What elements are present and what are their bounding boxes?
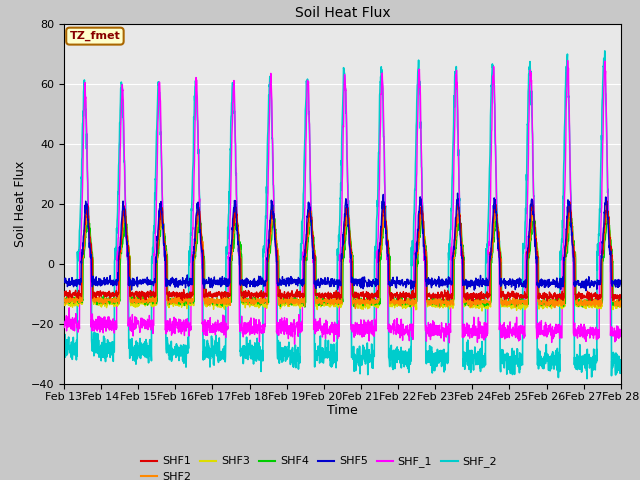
SHF_1 [564, 58, 572, 63]
SHF_1 [584, 328, 591, 334]
SHF3 [568, 230, 576, 236]
SHF5 [371, 280, 378, 286]
Legend: SHF1, SHF2, SHF3, SHF4, SHF5, SHF_1, SHF_2: SHF1, SHF2, SHF3, SHF4, SHF5, SHF_1, SHF… [136, 452, 501, 480]
SHF5 [60, 278, 68, 284]
SHF4 [584, 301, 591, 307]
Text: TZ_fmet: TZ_fmet [70, 31, 120, 41]
Y-axis label: Soil Heat Flux: Soil Heat Flux [13, 161, 27, 247]
SHF3 [504, 300, 512, 306]
SHF5 [454, 190, 461, 196]
Line: SHF4: SHF4 [64, 212, 621, 307]
Title: Soil Heat Flux: Soil Heat Flux [294, 6, 390, 20]
SHF_1 [617, 332, 625, 337]
SHF5 [358, 275, 366, 280]
SHF2 [60, 294, 68, 300]
SHF5 [504, 279, 512, 285]
SHF2 [232, 204, 239, 209]
SHF5 [568, 229, 575, 235]
Line: SHF5: SHF5 [64, 193, 621, 290]
SHF3 [584, 300, 591, 306]
SHF_1 [504, 324, 512, 330]
SHF3 [358, 299, 366, 304]
SHF5 [582, 288, 590, 293]
SHF2 [617, 298, 625, 303]
SHF_2 [584, 347, 591, 352]
SHF3 [216, 304, 223, 310]
SHF1 [504, 294, 512, 300]
X-axis label: Time: Time [327, 405, 358, 418]
SHF5 [617, 279, 625, 285]
SHF4 [617, 302, 625, 308]
SHF3 [371, 303, 378, 309]
SHF1 [216, 291, 223, 297]
Line: SHF3: SHF3 [64, 210, 621, 311]
SHF4 [359, 298, 367, 304]
SHF1 [358, 292, 366, 298]
SHF_2 [601, 48, 609, 54]
SHF1 [60, 291, 68, 297]
SHF4 [568, 220, 576, 226]
SHF_2 [583, 376, 591, 382]
SHF2 [568, 222, 576, 228]
SHF_1 [371, 325, 379, 331]
SHF_2 [504, 361, 512, 367]
SHF_1 [291, 341, 298, 347]
SHF_2 [617, 357, 625, 363]
SHF_2 [568, 227, 575, 233]
SHF1 [568, 232, 576, 238]
SHF3 [617, 299, 625, 305]
SHF3 [60, 298, 68, 304]
SHF1 [617, 293, 625, 299]
Line: SHF_2: SHF_2 [64, 51, 621, 379]
SHF2 [371, 298, 379, 304]
SHF4 [371, 297, 379, 303]
SHF2 [584, 299, 591, 304]
SHF_2 [60, 343, 68, 349]
SHF4 [493, 209, 500, 215]
SHF_1 [359, 331, 367, 336]
SHF4 [60, 297, 68, 302]
SHF4 [301, 304, 308, 310]
Line: SHF_1: SHF_1 [64, 60, 621, 344]
SHF3 [478, 308, 486, 314]
SHF_2 [216, 335, 223, 341]
SHF2 [359, 301, 367, 307]
SHF_1 [568, 239, 576, 245]
SHF5 [584, 278, 591, 284]
SHF_2 [371, 263, 378, 269]
SHF4 [216, 297, 223, 303]
SHF1 [529, 198, 536, 204]
SHF_2 [358, 354, 366, 360]
SHF5 [216, 277, 223, 283]
SHF1 [470, 298, 477, 304]
Line: SHF2: SHF2 [64, 206, 621, 309]
SHF2 [505, 301, 513, 307]
SHF1 [584, 288, 591, 294]
SHF4 [505, 296, 513, 301]
SHF2 [216, 298, 223, 304]
SHF3 [529, 207, 536, 213]
Line: SHF1: SHF1 [64, 201, 621, 301]
SHF1 [371, 294, 378, 300]
SHF_1 [60, 319, 68, 325]
SHF2 [351, 306, 359, 312]
SHF_1 [216, 322, 223, 327]
